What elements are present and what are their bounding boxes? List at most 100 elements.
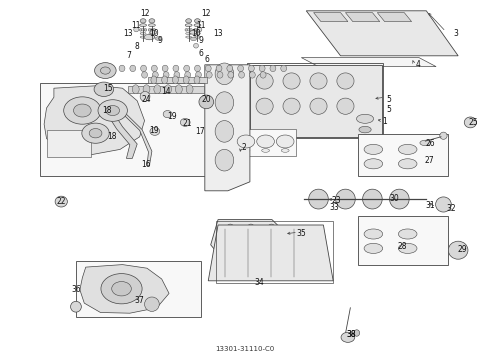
Ellipse shape <box>140 29 146 31</box>
Ellipse shape <box>359 126 371 133</box>
Ellipse shape <box>186 32 192 35</box>
Text: 6: 6 <box>205 55 210 64</box>
Text: 5: 5 <box>386 95 391 104</box>
Ellipse shape <box>364 144 383 154</box>
Ellipse shape <box>195 36 200 38</box>
Ellipse shape <box>186 29 192 31</box>
Ellipse shape <box>260 72 266 78</box>
Ellipse shape <box>270 65 276 72</box>
Bar <box>128 86 204 93</box>
Ellipse shape <box>217 72 223 78</box>
Ellipse shape <box>139 29 142 31</box>
Polygon shape <box>345 13 380 22</box>
Circle shape <box>95 63 116 78</box>
Ellipse shape <box>248 65 254 72</box>
Text: 5: 5 <box>386 105 391 114</box>
Ellipse shape <box>259 65 265 72</box>
Ellipse shape <box>130 65 136 72</box>
Polygon shape <box>208 225 333 281</box>
Text: 13301-31110-C0: 13301-31110-C0 <box>216 346 274 352</box>
Ellipse shape <box>162 76 168 84</box>
Ellipse shape <box>143 85 150 94</box>
Ellipse shape <box>465 117 476 128</box>
Ellipse shape <box>227 65 233 72</box>
Text: 21: 21 <box>182 119 192 128</box>
Ellipse shape <box>199 29 201 31</box>
Ellipse shape <box>132 85 139 94</box>
Text: 20: 20 <box>201 95 211 104</box>
Ellipse shape <box>148 24 155 27</box>
Ellipse shape <box>100 107 114 118</box>
Circle shape <box>64 97 101 124</box>
Text: 9: 9 <box>157 36 162 45</box>
Text: 32: 32 <box>446 204 456 212</box>
Ellipse shape <box>186 85 193 94</box>
Ellipse shape <box>398 159 417 169</box>
Text: 4: 4 <box>416 60 421 69</box>
Bar <box>358 216 448 265</box>
Circle shape <box>186 19 192 23</box>
Bar <box>233 129 296 156</box>
Ellipse shape <box>149 29 155 31</box>
Ellipse shape <box>173 65 179 72</box>
Polygon shape <box>211 220 279 254</box>
Text: 19: 19 <box>168 112 177 121</box>
Ellipse shape <box>194 76 200 84</box>
Ellipse shape <box>149 36 155 38</box>
Ellipse shape <box>440 132 447 139</box>
Ellipse shape <box>144 29 147 31</box>
Ellipse shape <box>224 224 236 248</box>
Ellipse shape <box>283 73 300 89</box>
Text: 19: 19 <box>149 126 159 135</box>
Ellipse shape <box>228 72 234 78</box>
Polygon shape <box>301 58 436 67</box>
Text: 12: 12 <box>140 9 149 18</box>
Ellipse shape <box>239 72 245 78</box>
Ellipse shape <box>190 29 192 31</box>
Ellipse shape <box>309 189 328 209</box>
Ellipse shape <box>149 32 155 35</box>
Ellipse shape <box>174 72 180 78</box>
Ellipse shape <box>195 32 200 35</box>
Ellipse shape <box>186 36 192 38</box>
Circle shape <box>101 274 142 304</box>
Circle shape <box>100 67 110 74</box>
Ellipse shape <box>199 95 214 109</box>
Bar <box>40 83 207 176</box>
Ellipse shape <box>215 149 234 171</box>
Text: 9: 9 <box>198 36 203 45</box>
Ellipse shape <box>190 31 196 34</box>
Ellipse shape <box>134 27 139 32</box>
Ellipse shape <box>163 111 172 118</box>
Circle shape <box>89 129 102 138</box>
Text: 30: 30 <box>390 194 399 203</box>
Ellipse shape <box>141 65 147 72</box>
Circle shape <box>149 19 155 23</box>
Polygon shape <box>114 108 152 166</box>
Text: 16: 16 <box>142 160 151 169</box>
Text: 35: 35 <box>296 229 306 238</box>
Ellipse shape <box>363 189 382 209</box>
Ellipse shape <box>195 65 200 72</box>
Polygon shape <box>314 13 348 22</box>
Text: 18: 18 <box>102 107 112 115</box>
Text: 3: 3 <box>453 29 458 38</box>
Ellipse shape <box>448 241 468 259</box>
Polygon shape <box>103 108 137 158</box>
Ellipse shape <box>185 29 187 31</box>
Ellipse shape <box>140 36 146 38</box>
Bar <box>216 221 333 283</box>
Ellipse shape <box>215 121 234 142</box>
Text: 1: 1 <box>382 117 387 126</box>
Ellipse shape <box>162 65 168 72</box>
Ellipse shape <box>185 24 192 27</box>
Ellipse shape <box>172 76 178 84</box>
Text: 8: 8 <box>135 41 140 50</box>
Ellipse shape <box>281 149 289 152</box>
Ellipse shape <box>165 85 172 94</box>
Ellipse shape <box>194 44 198 48</box>
Circle shape <box>94 82 114 96</box>
Ellipse shape <box>364 243 383 253</box>
Ellipse shape <box>357 114 374 123</box>
Text: 24: 24 <box>142 94 151 104</box>
